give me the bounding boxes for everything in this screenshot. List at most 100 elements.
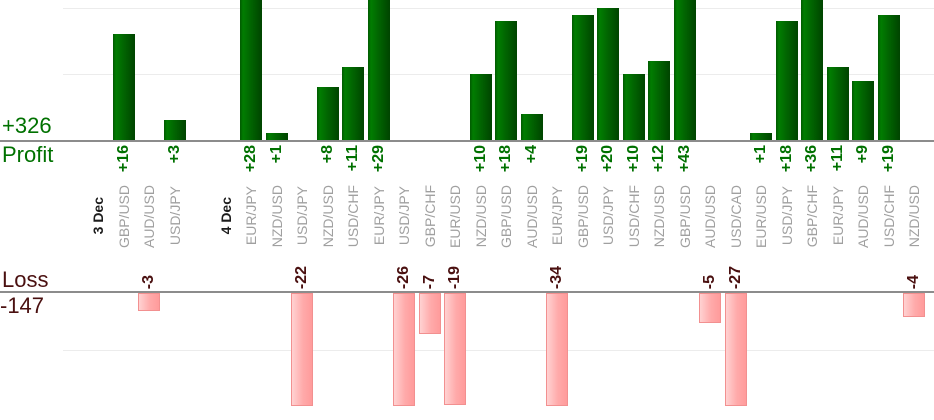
profit-value-label-text: +20 xyxy=(599,145,616,173)
profit-bar xyxy=(521,114,543,140)
pair-label-text: USD/CAD xyxy=(728,184,744,248)
profit-value-label-text: +3 xyxy=(166,145,183,164)
profit-value-label-text: +1 xyxy=(752,145,769,164)
profit-value-label-text: +29 xyxy=(370,145,387,173)
loss-bar xyxy=(393,293,415,406)
pair-label-text: USD/JPY xyxy=(294,186,310,246)
pair-label: USD/JPY xyxy=(599,186,617,246)
pair-label: USD/CHF xyxy=(880,185,898,247)
loss-value-label-text: -34 xyxy=(548,265,565,289)
pair-label-text: USD/CHF xyxy=(345,184,361,248)
profit-value-label: +29 xyxy=(370,145,388,172)
profit-bar xyxy=(648,61,670,140)
loss-axis-label: Loss xyxy=(2,267,49,292)
profit-total-value: +326 xyxy=(2,113,52,138)
profit-value-label: +43 xyxy=(676,145,694,172)
loss-bar xyxy=(291,293,313,406)
pair-label: EUR/USD xyxy=(446,184,464,248)
loss-value-label: -26 xyxy=(395,266,413,289)
pair-label: USD/JPY xyxy=(293,186,311,246)
pair-label: USD/JPY xyxy=(395,186,413,246)
profit-bar xyxy=(368,0,390,140)
pair-label: EUR/USD xyxy=(752,184,770,248)
pair-label: GBP/USD xyxy=(676,185,694,248)
pair-label-text: EUR/JPY xyxy=(830,186,846,246)
loss-bar xyxy=(903,293,925,317)
profit-value-label-text: +16 xyxy=(115,145,132,173)
profit-bar xyxy=(266,133,288,140)
loss-value-label: -4 xyxy=(905,275,923,289)
pair-label: NZD/USD xyxy=(472,185,490,247)
profit-bar xyxy=(776,21,798,140)
pair-label-text: AUD/USD xyxy=(524,184,540,248)
pair-label: AUD/USD xyxy=(523,184,541,248)
pair-label: GBP/USD xyxy=(574,184,592,248)
gridline xyxy=(63,8,934,9)
profit-value-label: +36 xyxy=(803,145,821,172)
profit-bar xyxy=(317,87,339,140)
profit-value-label: +1 xyxy=(752,145,770,163)
pair-label-text: USD/JPY xyxy=(600,186,616,246)
pair-label: EUR/JPY xyxy=(370,186,388,246)
profit-value-label-text: +9 xyxy=(854,145,871,164)
loss-value-label-text: -19 xyxy=(446,265,463,289)
profit-bar xyxy=(470,74,492,140)
pair-label-text: AUD/USD xyxy=(702,184,718,248)
profit-bar xyxy=(750,133,772,140)
profit-value-label: +28 xyxy=(242,145,260,172)
pair-label: NZD/USD xyxy=(650,184,668,248)
pair-label: AUD/USD xyxy=(854,184,872,248)
profit-value-label-text: +18 xyxy=(778,145,795,173)
loss-value-label-text: -26 xyxy=(395,265,412,289)
pair-label-text: AUD/USD xyxy=(855,184,871,248)
profit-bar xyxy=(801,0,823,140)
pair-label-text: GBP/USD xyxy=(116,184,132,248)
loss-value-label: -7 xyxy=(421,275,439,289)
loss-value-label: -5 xyxy=(701,275,719,289)
pair-label-text: EUR/USD xyxy=(447,184,463,248)
profit-value-label-text: +4 xyxy=(523,145,540,164)
date-label: 4 Dec xyxy=(217,186,235,246)
profit-value-label: +16 xyxy=(115,145,133,172)
pair-label-text: NZD/USD xyxy=(651,184,667,248)
loss-bar xyxy=(444,293,466,405)
loss-bar xyxy=(138,293,160,311)
loss-value-label: -34 xyxy=(548,266,566,289)
pair-label: USD/CAD xyxy=(727,184,745,248)
pair-label: GBP/CHF xyxy=(421,185,439,247)
pair-label: GBP/USD xyxy=(497,185,515,248)
profit-value-label: +10 xyxy=(472,145,490,172)
loss-total-value: -147 xyxy=(0,293,45,318)
profit-value-label: +9 xyxy=(854,145,872,163)
loss-value-label: -27 xyxy=(727,266,745,289)
profit-bar xyxy=(342,67,364,140)
pair-label-text: EUR/JPY xyxy=(549,186,565,246)
profit-axis-label: Profit xyxy=(2,142,54,167)
profit-value-label-text: +8 xyxy=(319,145,336,164)
profit-value-label-text: +11 xyxy=(829,145,846,172)
pair-label-text: GBP/USD xyxy=(575,184,591,248)
loss-value-label-text: -27 xyxy=(727,265,744,289)
profit-value-label-text: +12 xyxy=(650,145,667,173)
pair-label-text: EUR/JPY xyxy=(371,186,387,246)
loss-value-label-text: -5 xyxy=(701,274,718,289)
profit-bar xyxy=(852,81,874,140)
profit-value-label-text: +43 xyxy=(676,145,693,173)
profit-value-label: +19 xyxy=(574,145,592,172)
pair-label-text: EUR/USD xyxy=(753,184,769,248)
pair-label: NZD/USD xyxy=(268,184,286,248)
profit-bar xyxy=(572,15,594,140)
profit-value-label: +18 xyxy=(778,145,796,172)
date-label-text: 4 Dec xyxy=(218,197,234,235)
profit-bar xyxy=(623,74,645,140)
pair-label: USD/JPY xyxy=(166,186,184,246)
loss-bar xyxy=(725,293,747,406)
pair-label: USD/CHF xyxy=(625,185,643,247)
pair-label: USD/CHF xyxy=(344,184,362,248)
pair-label: EUR/JPY xyxy=(829,186,847,246)
pair-label-text: NZD/USD xyxy=(269,184,285,248)
pair-label-text: USD/JPY xyxy=(779,186,795,246)
pair-label-text: USD/JPY xyxy=(167,186,183,246)
loss-value-label-text: -22 xyxy=(293,265,310,289)
